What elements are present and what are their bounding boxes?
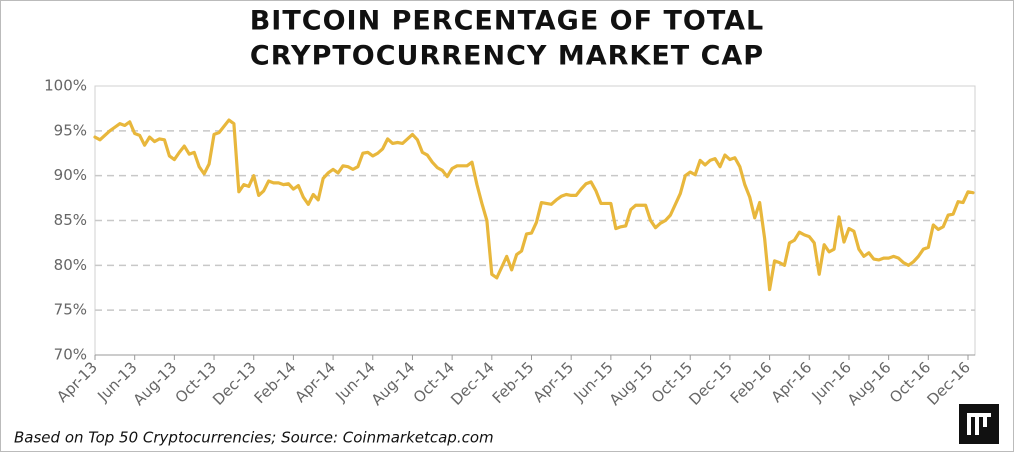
y-tick-label: 70% — [54, 346, 87, 364]
y-tick-label: 80% — [54, 256, 87, 274]
chart-subtitle: CRYPTOCURRENCY MARKET CAP — [250, 41, 764, 72]
line-series — [93, 118, 975, 292]
footnote: Based on Top 50 Cryptocurrencies; Source… — [14, 429, 494, 447]
logo — [959, 404, 999, 444]
y-tick-label: 95% — [54, 121, 87, 139]
y-tick-label: 100% — [44, 77, 87, 95]
y-tick-label: 75% — [54, 301, 87, 319]
chart-title: BITCOIN PERCENTAGE OF TOTAL — [250, 6, 765, 37]
y-tick-label: 90% — [54, 166, 87, 184]
y-tick-label: 85% — [54, 211, 87, 229]
